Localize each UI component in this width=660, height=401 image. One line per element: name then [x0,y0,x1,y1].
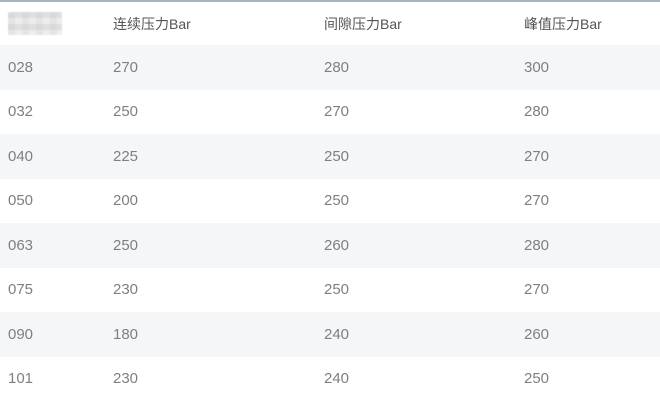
table-body: 028 270 280 300 032 250 270 280 040 225 … [0,45,660,401]
cell-continuous: 225 [113,147,139,165]
table-row: 040 225 250 270 [0,134,660,179]
cell-intermittent: 250 [324,192,350,210]
cell-peak: 270 [524,192,550,210]
cell-model: 040 [8,147,34,165]
cell-intermittent: 270 [324,103,350,121]
censored-text-mosaic [8,12,62,35]
table-row: 028 270 280 300 [0,45,660,90]
cell-intermittent: 250 [324,147,350,165]
cell-model: 063 [8,236,34,254]
cell-continuous: 250 [113,103,139,121]
table-row: 063 250 260 280 [0,223,660,268]
cell-intermittent: 260 [324,236,350,254]
cell-model: 050 [8,192,34,210]
header-row: 连续压力Bar 间隙压力Bar 峰值压力Bar [0,2,660,45]
table-row: 101 230 240 250 [0,356,660,401]
cell-continuous: 270 [113,58,139,76]
table-row: 050 200 250 270 [0,178,660,223]
cell-continuous: 230 [113,281,139,299]
cell-peak: 260 [524,325,550,343]
cell-intermittent: 250 [324,281,350,299]
cell-peak: 300 [524,58,550,76]
cell-peak: 250 [524,370,550,388]
cell-model: 032 [8,103,34,121]
table-row: 090 180 240 260 [0,312,660,357]
cell-continuous: 250 [113,236,139,254]
header-cell-peak-pressure: 峰值压力Bar [524,15,602,32]
table-row: 075 230 250 270 [0,267,660,312]
cell-intermittent: 280 [324,58,350,76]
cell-model: 101 [8,370,34,388]
cell-intermittent: 240 [324,325,350,343]
header-cell-model [0,2,105,45]
cell-continuous: 230 [113,370,139,388]
cell-peak: 270 [524,281,550,299]
cell-model: 075 [8,281,34,299]
cell-continuous: 180 [113,325,139,343]
cell-peak: 280 [524,236,550,254]
header-cell-intermittent-pressure: 间隙压力Bar [324,15,402,32]
table-header: 连续压力Bar 间隙压力Bar 峰值压力Bar [0,2,660,45]
cell-intermittent: 240 [324,370,350,388]
table-row: 032 250 270 280 [0,89,660,134]
cell-model: 028 [8,58,34,76]
cell-model: 090 [8,325,34,343]
cell-peak: 270 [524,147,550,165]
header-cell-continuous-pressure: 连续压力Bar [113,15,191,32]
cell-continuous: 200 [113,192,139,210]
cell-peak: 280 [524,103,550,121]
